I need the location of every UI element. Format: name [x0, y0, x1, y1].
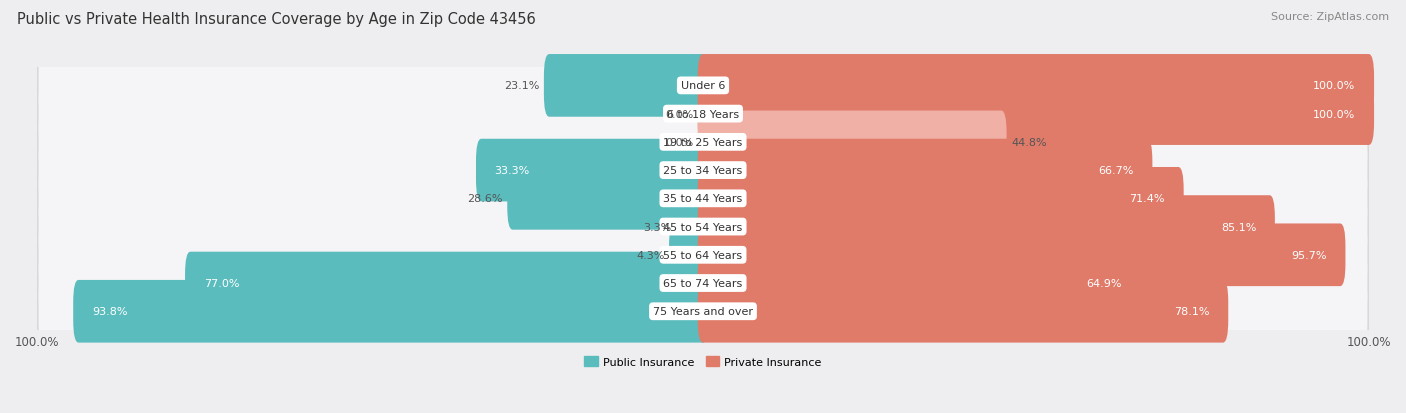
FancyBboxPatch shape	[669, 224, 709, 287]
FancyBboxPatch shape	[38, 277, 1368, 345]
Text: 0.0%: 0.0%	[665, 109, 693, 119]
FancyBboxPatch shape	[35, 248, 1371, 318]
FancyBboxPatch shape	[38, 192, 1368, 261]
Text: 44.8%: 44.8%	[1011, 138, 1047, 147]
Text: 93.8%: 93.8%	[91, 306, 128, 316]
FancyBboxPatch shape	[35, 51, 1371, 121]
FancyBboxPatch shape	[697, 55, 1374, 117]
Text: 77.0%: 77.0%	[204, 278, 239, 288]
FancyBboxPatch shape	[477, 140, 709, 202]
Text: 55 to 64 Years: 55 to 64 Years	[664, 250, 742, 260]
FancyBboxPatch shape	[73, 280, 709, 343]
Text: 64.9%: 64.9%	[1087, 278, 1122, 288]
Text: 28.6%: 28.6%	[467, 194, 502, 204]
FancyBboxPatch shape	[697, 83, 1374, 146]
Text: 0.0%: 0.0%	[665, 138, 693, 147]
FancyBboxPatch shape	[38, 52, 1368, 120]
Text: 4.3%: 4.3%	[636, 250, 665, 260]
Text: 66.7%: 66.7%	[1098, 166, 1133, 176]
Text: 75 Years and over: 75 Years and over	[652, 306, 754, 316]
Text: 100.0%: 100.0%	[1313, 81, 1355, 91]
FancyBboxPatch shape	[35, 192, 1371, 262]
Text: 6 to 18 Years: 6 to 18 Years	[666, 109, 740, 119]
Text: 19 to 25 Years: 19 to 25 Years	[664, 138, 742, 147]
Text: 33.3%: 33.3%	[495, 166, 530, 176]
FancyBboxPatch shape	[186, 252, 709, 315]
FancyBboxPatch shape	[544, 55, 709, 117]
FancyBboxPatch shape	[35, 107, 1371, 178]
FancyBboxPatch shape	[676, 196, 709, 258]
Text: 100.0%: 100.0%	[1313, 109, 1355, 119]
FancyBboxPatch shape	[697, 196, 1275, 258]
FancyBboxPatch shape	[508, 168, 709, 230]
Text: 85.1%: 85.1%	[1220, 222, 1256, 232]
Legend: Public Insurance, Private Insurance: Public Insurance, Private Insurance	[579, 352, 827, 371]
FancyBboxPatch shape	[35, 79, 1371, 149]
Text: Public vs Private Health Insurance Coverage by Age in Zip Code 43456: Public vs Private Health Insurance Cover…	[17, 12, 536, 27]
FancyBboxPatch shape	[38, 164, 1368, 233]
FancyBboxPatch shape	[697, 252, 1140, 315]
Text: 3.3%: 3.3%	[643, 222, 671, 232]
FancyBboxPatch shape	[38, 249, 1368, 317]
FancyBboxPatch shape	[697, 224, 1346, 287]
Text: Source: ZipAtlas.com: Source: ZipAtlas.com	[1271, 12, 1389, 22]
FancyBboxPatch shape	[38, 80, 1368, 148]
FancyBboxPatch shape	[35, 276, 1371, 347]
FancyBboxPatch shape	[35, 164, 1371, 234]
FancyBboxPatch shape	[35, 135, 1371, 206]
Text: 45 to 54 Years: 45 to 54 Years	[664, 222, 742, 232]
FancyBboxPatch shape	[697, 168, 1184, 230]
Text: 71.4%: 71.4%	[1129, 194, 1166, 204]
Text: 95.7%: 95.7%	[1291, 250, 1327, 260]
FancyBboxPatch shape	[697, 111, 1007, 174]
Text: 65 to 74 Years: 65 to 74 Years	[664, 278, 742, 288]
FancyBboxPatch shape	[697, 140, 1153, 202]
Text: 35 to 44 Years: 35 to 44 Years	[664, 194, 742, 204]
Text: Under 6: Under 6	[681, 81, 725, 91]
FancyBboxPatch shape	[38, 221, 1368, 289]
FancyBboxPatch shape	[35, 220, 1371, 290]
FancyBboxPatch shape	[38, 108, 1368, 176]
Text: 78.1%: 78.1%	[1174, 306, 1209, 316]
Text: 23.1%: 23.1%	[503, 81, 540, 91]
FancyBboxPatch shape	[697, 280, 1229, 343]
FancyBboxPatch shape	[38, 136, 1368, 204]
Text: 25 to 34 Years: 25 to 34 Years	[664, 166, 742, 176]
